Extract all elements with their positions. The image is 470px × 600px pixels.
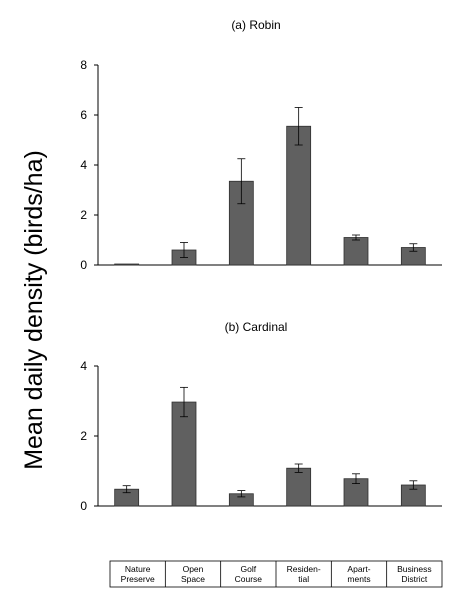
category-label-3: Golf (241, 564, 257, 574)
category-label-1: Preserve (121, 574, 155, 584)
y-axis-label: Mean daily density (birds/ha) (20, 150, 48, 470)
panel-cardinal: (b) Cardinal 0 2 4 (80, 320, 442, 513)
category-label-2: Open (183, 564, 204, 574)
category-label-2: Space (181, 574, 205, 584)
y-tick-label: 2 (80, 208, 87, 222)
category-label-4: tial (298, 574, 309, 584)
bar-robin-4 (286, 125, 312, 266)
bar-robin-3 (228, 180, 254, 266)
y-tick-label: 0 (80, 258, 87, 272)
y-tick-label: 4 (80, 359, 87, 373)
bar-robin-5 (343, 237, 369, 266)
panel-title-robin: (a) Robin (231, 18, 280, 32)
category-label-3: Course (235, 574, 263, 584)
category-label-1: Nature (125, 564, 151, 574)
category-label-5: ments (347, 574, 370, 584)
y-tick-label: 8 (80, 58, 87, 72)
bar-cardinal-2 (171, 401, 197, 507)
y-tick-label: 0 (80, 499, 87, 513)
category-label-6: Business (397, 564, 432, 574)
bar-cardinal-4 (286, 467, 312, 507)
category-label-4: Residen- (287, 564, 321, 574)
panel-title-cardinal: (b) Cardinal (225, 320, 288, 334)
panel-robin: (a) Robin 0 2 4 6 8 (80, 18, 442, 272)
bar-robin-1 (114, 263, 140, 266)
category-label-5: Apart- (347, 564, 370, 574)
category-label-6: District (401, 574, 428, 584)
y-tick-label: 6 (80, 108, 87, 122)
y-tick-label: 4 (80, 158, 87, 172)
y-tick-label: 2 (80, 429, 87, 443)
